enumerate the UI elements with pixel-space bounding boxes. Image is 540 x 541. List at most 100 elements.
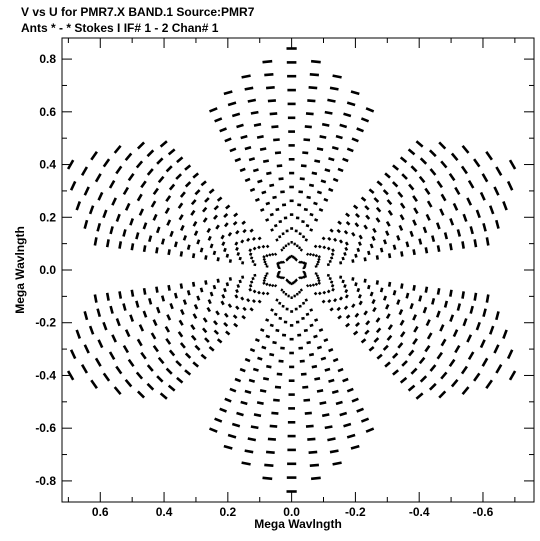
uv-point bbox=[323, 338, 329, 343]
uv-point bbox=[247, 98, 257, 103]
uv-point bbox=[190, 334, 197, 341]
uv-point bbox=[401, 173, 408, 180]
uv-point bbox=[461, 241, 465, 249]
uv-point bbox=[142, 287, 147, 295]
uv-point bbox=[412, 219, 417, 226]
uv-point bbox=[83, 311, 89, 321]
uv-point bbox=[303, 138, 311, 142]
uv-point bbox=[327, 98, 336, 103]
uv-point bbox=[155, 306, 161, 314]
uv-point bbox=[350, 444, 360, 450]
uv-point bbox=[412, 314, 417, 321]
uv-point bbox=[242, 306, 247, 312]
uv-point bbox=[240, 134, 248, 140]
uv-point bbox=[193, 230, 199, 236]
uv-point bbox=[345, 212, 351, 218]
uv-point bbox=[179, 283, 184, 289]
uv-point bbox=[257, 356, 263, 361]
uv-point bbox=[311, 364, 318, 369]
uv-point bbox=[261, 291, 266, 296]
uv-point bbox=[469, 226, 474, 235]
uv-point bbox=[160, 238, 166, 245]
uv-point bbox=[385, 220, 391, 227]
uv-point bbox=[273, 252, 278, 256]
uv-point bbox=[164, 207, 171, 215]
uv-point bbox=[221, 241, 226, 246]
uv-point bbox=[182, 235, 188, 241]
uv-point bbox=[166, 314, 172, 321]
x-tick-label: -0.4 bbox=[409, 505, 430, 519]
uv-point bbox=[109, 305, 114, 314]
uv-point bbox=[135, 371, 144, 380]
uv-point bbox=[425, 319, 431, 327]
uv-point bbox=[405, 292, 410, 299]
uv-point bbox=[301, 301, 306, 305]
uv-point bbox=[351, 231, 356, 237]
uv-point bbox=[257, 236, 262, 241]
uv-point bbox=[269, 424, 278, 428]
uv-point bbox=[305, 312, 310, 317]
uv-point bbox=[216, 278, 220, 283]
uv-point bbox=[368, 188, 375, 194]
uv-point bbox=[307, 437, 316, 441]
uv-point bbox=[392, 244, 397, 250]
uv-point bbox=[223, 212, 229, 219]
uv-point bbox=[375, 280, 379, 285]
uv-point bbox=[111, 197, 117, 206]
uv-point bbox=[259, 328, 265, 332]
uv-point bbox=[356, 127, 364, 133]
uv-point bbox=[322, 245, 327, 250]
uv-point bbox=[339, 411, 348, 417]
uv-point bbox=[173, 241, 178, 248]
uv-point bbox=[97, 191, 104, 201]
uv-point bbox=[178, 214, 184, 221]
uv-point bbox=[278, 235, 282, 239]
uv-point bbox=[262, 255, 266, 259]
uv-point bbox=[165, 367, 173, 375]
uv-point bbox=[448, 358, 456, 367]
uv-point bbox=[299, 288, 303, 292]
uv-point bbox=[350, 90, 360, 96]
uv-point bbox=[448, 173, 456, 182]
uv-point bbox=[440, 371, 448, 380]
uv-point bbox=[332, 461, 342, 466]
uv-point bbox=[274, 151, 282, 155]
uv-point bbox=[251, 276, 255, 281]
uv-point bbox=[387, 324, 393, 331]
uv-point bbox=[244, 449, 254, 454]
uv-point bbox=[220, 234, 225, 240]
uv-point bbox=[376, 353, 383, 360]
uv-point bbox=[314, 282, 319, 286]
uv-point bbox=[148, 235, 153, 243]
uv-point bbox=[328, 157, 335, 162]
uv-point bbox=[345, 322, 351, 328]
uv-point bbox=[338, 239, 344, 244]
uv-point bbox=[244, 145, 252, 151]
uv-point bbox=[244, 389, 252, 395]
uv-point bbox=[235, 305, 240, 310]
uv-point bbox=[264, 463, 274, 467]
uv-point bbox=[178, 319, 184, 326]
uv-point bbox=[207, 235, 212, 241]
uv-point bbox=[113, 386, 122, 396]
uv-point bbox=[261, 190, 267, 195]
uv-point bbox=[321, 413, 330, 418]
uv-point bbox=[268, 253, 272, 257]
uv-point bbox=[282, 246, 286, 250]
uv-point bbox=[214, 117, 223, 123]
uv-point bbox=[443, 232, 449, 240]
uv-point bbox=[431, 235, 436, 243]
uv-point bbox=[115, 365, 123, 375]
uv-point bbox=[186, 290, 191, 296]
uv-point bbox=[313, 244, 318, 249]
uv-point bbox=[232, 314, 238, 320]
uv-point bbox=[375, 255, 379, 260]
uv-point bbox=[440, 160, 448, 169]
uv-point bbox=[202, 317, 208, 323]
uv-point bbox=[375, 217, 381, 223]
uv-point bbox=[351, 303, 356, 309]
uv-point bbox=[331, 389, 339, 395]
uv-point bbox=[357, 294, 362, 299]
uv-point bbox=[227, 231, 233, 237]
uv-point bbox=[220, 300, 225, 306]
